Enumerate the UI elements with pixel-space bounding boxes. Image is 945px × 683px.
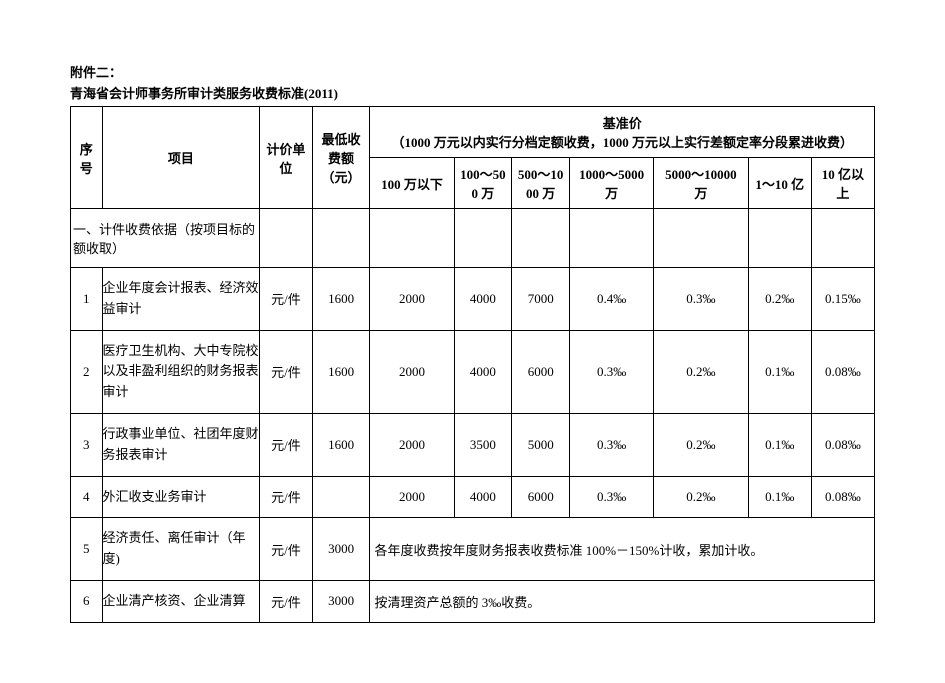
c3-cell: 5000 [512, 413, 570, 476]
note-cell: 按清理资产总额的 3‰收费。 [370, 580, 875, 622]
col-10yi: 1～10 亿 [748, 158, 811, 209]
fee-table: 序号 项目 计价单位 最低收费额（元） 基准价 （1000 万元以内实行分档定额… [70, 106, 875, 623]
empty-cell [370, 209, 454, 268]
table-row: 3 行政事业单位、社团年度财务报表审计 元/件 1600 2000 3500 5… [71, 413, 875, 476]
c3-cell: 6000 [512, 330, 570, 413]
col-5000: 1000～5000 万 [570, 158, 654, 209]
c2-cell: 4000 [454, 268, 512, 331]
c4-cell: 0.4‰ [570, 268, 654, 331]
item-cell: 经济责任、离任审计（年度) [102, 518, 260, 581]
unit-cell: 元/件 [260, 476, 313, 518]
c2-cell: 3500 [454, 413, 512, 476]
c3-cell: 6000 [512, 476, 570, 518]
col-1000: 500～1000 万 [512, 158, 570, 209]
c5-cell: 0.2‰ [654, 330, 749, 413]
table-row: 2 医疗卫生机构、大中专院校以及非盈利组织的财务报表审计 元/件 1600 20… [71, 330, 875, 413]
minfee-cell [312, 476, 370, 518]
col-10000: 5000～10000 万 [654, 158, 749, 209]
c1-cell: 2000 [370, 330, 454, 413]
attachment-label: 附件二： [70, 62, 875, 81]
col-seq: 序号 [71, 107, 103, 209]
col-10yiup: 10 亿以上 [811, 158, 874, 209]
col-minfee: 最低收费额（元） [312, 107, 370, 209]
minfee-cell: 1600 [312, 330, 370, 413]
c1-cell: 2000 [370, 476, 454, 518]
empty-cell [260, 209, 313, 268]
minfee-cell: 3000 [312, 580, 370, 622]
c1-cell: 2000 [370, 413, 454, 476]
unit-cell: 元/件 [260, 413, 313, 476]
c5-cell: 0.3‰ [654, 268, 749, 331]
empty-cell [748, 209, 811, 268]
item-cell: 医疗卫生机构、大中专院校以及非盈利组织的财务报表审计 [102, 330, 260, 413]
col-100: 100 万以下 [370, 158, 454, 209]
empty-cell [454, 209, 512, 268]
c4-cell: 0.3‰ [570, 330, 654, 413]
col-item: 项目 [102, 107, 260, 209]
unit-cell: 元/件 [260, 330, 313, 413]
seq-cell: 3 [71, 413, 103, 476]
c2-cell: 4000 [454, 476, 512, 518]
c6-cell: 0.1‰ [748, 476, 811, 518]
c7-cell: 0.15‰ [811, 268, 874, 331]
empty-cell [570, 209, 654, 268]
c5-cell: 0.2‰ [654, 476, 749, 518]
minfee-cell: 1600 [312, 268, 370, 331]
c1-cell: 2000 [370, 268, 454, 331]
seq-cell: 4 [71, 476, 103, 518]
c5-cell: 0.2‰ [654, 413, 749, 476]
unit-cell: 元/件 [260, 580, 313, 622]
empty-cell [654, 209, 749, 268]
c4-cell: 0.3‰ [570, 476, 654, 518]
c3-cell: 7000 [512, 268, 570, 331]
col-benchmark: 基准价 （1000 万元以内实行分档定额收费，1000 万元以上实行差额定率分段… [370, 107, 875, 158]
c7-cell: 0.08‰ [811, 476, 874, 518]
table-row: 4 外汇收支业务审计 元/件 2000 4000 6000 0.3‰ 0.2‰ … [71, 476, 875, 518]
seq-cell: 5 [71, 518, 103, 581]
minfee-cell: 1600 [312, 413, 370, 476]
seq-cell: 1 [71, 268, 103, 331]
col-unit: 计价单位 [260, 107, 313, 209]
table-row: 6 企业清产核资、企业清算 元/件 3000 按清理资产总额的 3‰收费。 [71, 580, 875, 622]
seq-cell: 2 [71, 330, 103, 413]
c7-cell: 0.08‰ [811, 413, 874, 476]
c4-cell: 0.3‰ [570, 413, 654, 476]
unit-cell: 元/件 [260, 268, 313, 331]
table-row: 5 经济责任、离任审计（年度) 元/件 3000 各年度收费按年度财务报表收费标… [71, 518, 875, 581]
minfee-cell: 3000 [312, 518, 370, 581]
benchmark-title: 基准价 [603, 116, 642, 131]
empty-cell [512, 209, 570, 268]
empty-cell [811, 209, 874, 268]
c6-cell: 0.2‰ [748, 268, 811, 331]
item-cell: 企业清产核资、企业清算 [102, 580, 260, 622]
item-cell: 行政事业单位、社团年度财务报表审计 [102, 413, 260, 476]
table-row: 1 企业年度会计报表、经济效益审计 元/件 1600 2000 4000 700… [71, 268, 875, 331]
c2-cell: 4000 [454, 330, 512, 413]
c6-cell: 0.1‰ [748, 413, 811, 476]
c7-cell: 0.08‰ [811, 330, 874, 413]
benchmark-sub: （1000 万元以内实行分档定额收费，1000 万元以上实行差额定率分段累进收费… [391, 135, 853, 150]
item-cell: 外汇收支业务审计 [102, 476, 260, 518]
item-cell: 企业年度会计报表、经济效益审计 [102, 268, 260, 331]
section-row: 一、计件收费依据（按项目标的额收取） [71, 209, 875, 268]
section-title: 一、计件收费依据（按项目标的额收取） [71, 209, 260, 268]
c6-cell: 0.1‰ [748, 330, 811, 413]
seq-cell: 6 [71, 580, 103, 622]
col-500: 100～500 万 [454, 158, 512, 209]
unit-cell: 元/件 [260, 518, 313, 581]
note-cell: 各年度收费按年度财务报表收费标准 100%－150%计收，累加计收。 [370, 518, 875, 581]
empty-cell [312, 209, 370, 268]
page-title: 青海省会计师事务所审计类服务收费标准(2011) [70, 83, 875, 102]
